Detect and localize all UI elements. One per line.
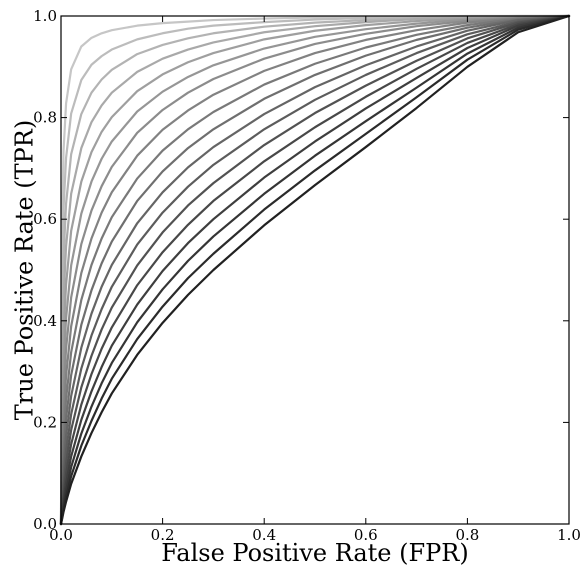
y-tick-label: 0.4 — [33, 312, 57, 330]
y-axis-label: True Positive Rate (TPR) — [10, 120, 38, 420]
y-tick-label: 0.8 — [33, 109, 57, 127]
roc-curve-18 — [59, 14, 571, 526]
x-tick-label: 0.2 — [151, 526, 175, 544]
roc-curve-3 — [59, 14, 571, 526]
roc-curve-5 — [59, 14, 571, 526]
roc-curve-10 — [59, 14, 571, 526]
y-tick-label: 0.0 — [33, 515, 57, 533]
roc-curves — [59, 14, 571, 526]
roc-curve-8 — [59, 14, 571, 526]
x-tick-label: 0.8 — [455, 526, 479, 544]
x-tick-label: 1.0 — [557, 526, 581, 544]
roc-curve-14 — [59, 14, 571, 526]
roc-curve-15 — [59, 14, 571, 526]
x-tick-label: 0.4 — [252, 526, 276, 544]
roc-curve-6 — [59, 14, 571, 526]
y-tick-label: 1.0 — [33, 7, 57, 25]
roc-curve-4 — [59, 14, 571, 526]
roc-curve-2 — [59, 14, 571, 526]
plot-frame — [60, 15, 570, 525]
roc-curve-12 — [59, 14, 571, 526]
roc-curve-7 — [59, 14, 571, 526]
roc-curve-11 — [59, 14, 571, 526]
roc-curve-9 — [59, 14, 571, 526]
roc-curve-16 — [59, 14, 571, 526]
roc-curve-17 — [59, 14, 571, 526]
tick-labels: 0.0 0.2 0.4 0.6 0.8 1.0 0.0 0.2 0.4 0.6 0.8 1.0 — [33, 7, 581, 544]
x-axis-label: False Positive Rate (FPR) — [161, 539, 469, 567]
roc-curve-13 — [59, 14, 571, 526]
x-tick-label: 0.0 — [49, 526, 73, 544]
y-tick-label: 0.6 — [33, 210, 57, 228]
x-tick-label: 0.6 — [354, 526, 378, 544]
y-tick-label: 0.2 — [33, 413, 57, 431]
axis-ticks — [60, 15, 570, 525]
